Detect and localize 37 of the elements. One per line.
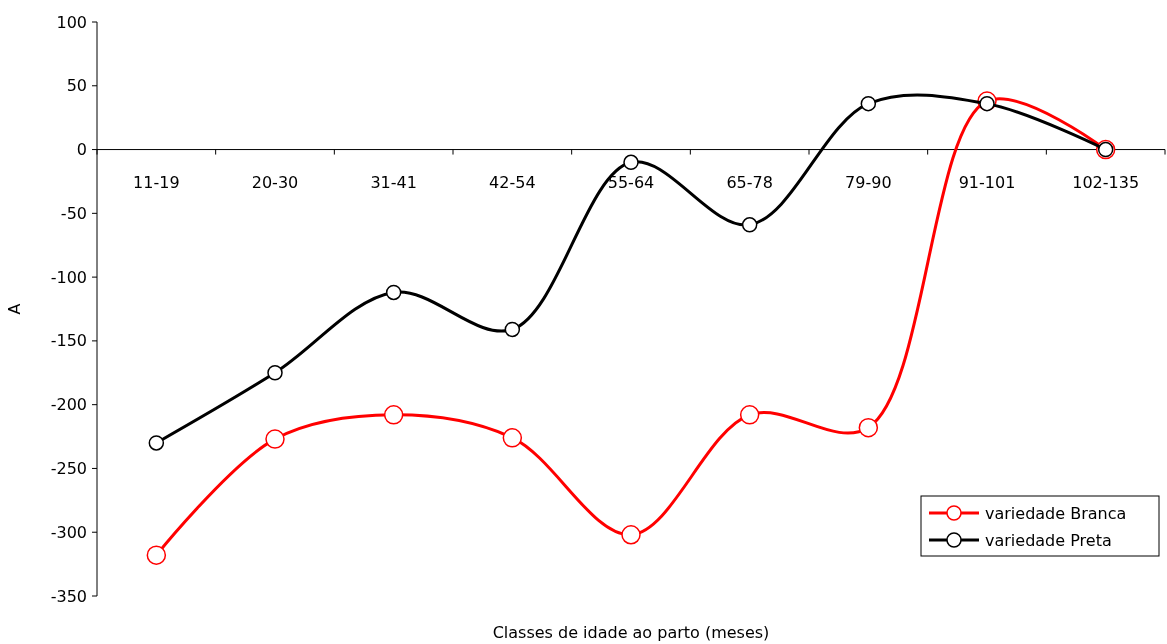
y-tick-label: -50 (60, 203, 87, 223)
y-tick-label: 100 (56, 12, 87, 32)
x-tick-label: 31-41 (370, 172, 417, 192)
x-tick-label: 20-30 (251, 172, 299, 192)
y-tick-label: -100 (50, 267, 87, 287)
point (502, 428, 523, 448)
y-tick-label: 50 (66, 76, 87, 96)
point (739, 405, 760, 425)
point (741, 217, 758, 233)
point (860, 95, 877, 112)
y-axis-title: A (5, 303, 24, 315)
point (504, 321, 521, 338)
point (146, 545, 167, 565)
x-tick-label: 65-78 (726, 172, 773, 192)
y-tick-label: -200 (50, 395, 87, 415)
y-tick-label: 0 (76, 140, 87, 160)
point (621, 525, 641, 545)
point (148, 435, 165, 451)
y-tick-label: -250 (50, 459, 87, 479)
x-tick-label: 55-64 (607, 172, 655, 192)
x-tick-label: 91-101 (958, 172, 1016, 192)
point (623, 154, 639, 171)
x-tick-label: 102-135 (1072, 172, 1140, 192)
x-tick-label: 42-54 (489, 172, 536, 192)
y-tick-label: -150 (50, 331, 87, 351)
point (385, 284, 402, 301)
point (858, 417, 879, 438)
x-axis-title: Classes de idade ao parto (meses) (492, 623, 770, 642)
x-tick-label: 79-90 (845, 172, 892, 192)
y-tick-label: -300 (50, 522, 87, 542)
x-tick-label: 11-19 (133, 172, 180, 192)
legend-label: variedade Branca (985, 503, 1127, 523)
legend-label: variedade Preta (985, 530, 1112, 550)
point (265, 429, 285, 449)
point (267, 365, 283, 381)
point (383, 405, 404, 425)
y-tick-label: -350 (50, 586, 87, 606)
